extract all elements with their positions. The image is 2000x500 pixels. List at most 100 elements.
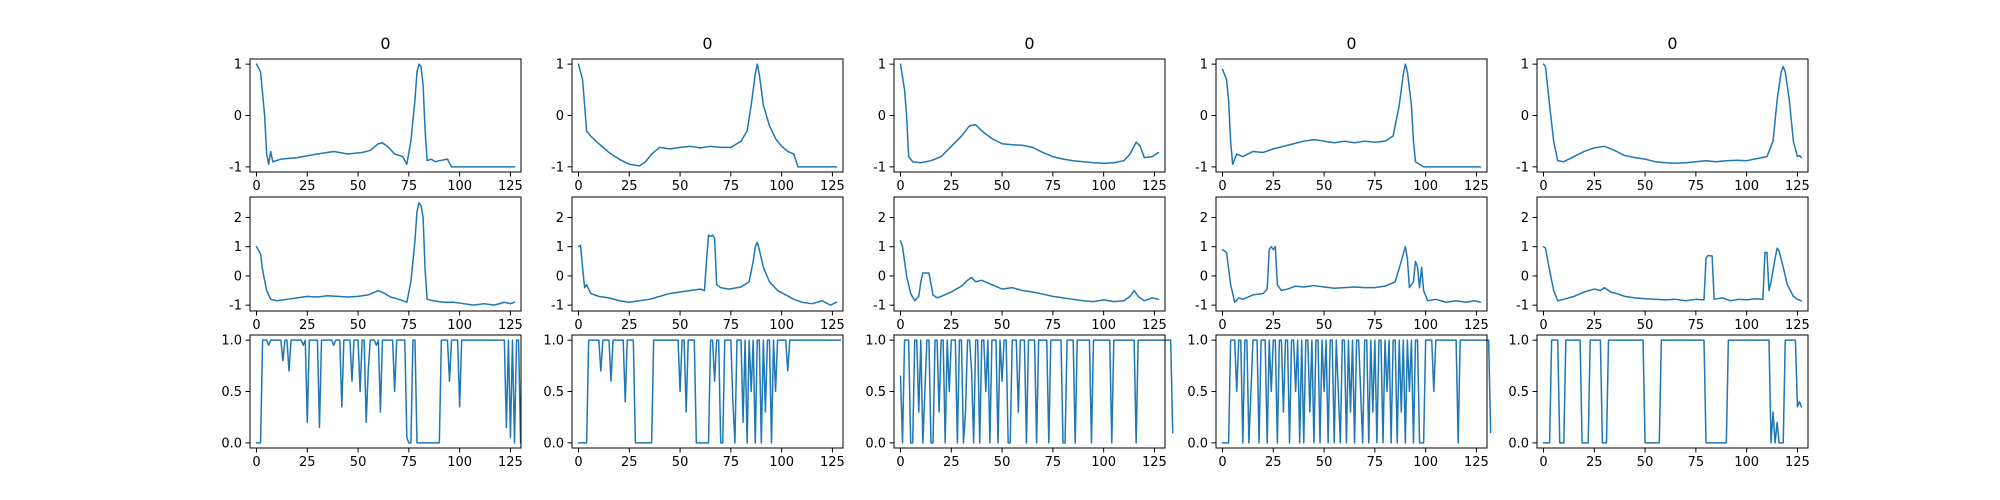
y-tick-label: 0 bbox=[1200, 269, 1208, 284]
x-tick-label: 0 bbox=[896, 179, 904, 194]
subplot-r2-c5: 0 25 50 75 100 125 -1 0 1 2 bbox=[1516, 196, 1810, 333]
x-tick-label: 25 bbox=[1586, 179, 1603, 194]
subplot-title: 0 bbox=[1024, 34, 1034, 53]
y-tick-label: 0.5 bbox=[1187, 385, 1208, 400]
x-tick-label: 0 bbox=[1218, 179, 1226, 194]
x-tick-label: 0 bbox=[1539, 455, 1547, 470]
x-tick-label: 50 bbox=[1637, 318, 1654, 333]
y-tick-label: -1 bbox=[229, 299, 242, 314]
y-tick-label: 1 bbox=[878, 240, 886, 255]
y-tick-label: -1 bbox=[873, 160, 886, 175]
x-tick-label: 75 bbox=[723, 455, 740, 470]
x-tick-label: 75 bbox=[1045, 455, 1062, 470]
x-tick-label: 25 bbox=[1586, 455, 1603, 470]
x-tick-label: 125 bbox=[1785, 179, 1810, 194]
subplot-r3-c3: 0 25 50 75 100 125 0.0 0.5 1.0 bbox=[865, 334, 1174, 470]
series-line bbox=[1542, 245, 1803, 302]
x-tick-label: 100 bbox=[447, 318, 472, 333]
axes-frame bbox=[893, 58, 1166, 173]
y-tick-label: 1.0 bbox=[1508, 334, 1529, 349]
x-tick-label: 125 bbox=[1785, 318, 1810, 333]
y-tick-label: -1 bbox=[229, 160, 242, 175]
x-tick-label: 0 bbox=[896, 318, 904, 333]
axes-frame bbox=[249, 58, 522, 173]
y-tick-label: 0 bbox=[1200, 109, 1208, 124]
x-tick-label: 0 bbox=[252, 179, 260, 194]
x-tick-label: 75 bbox=[1688, 455, 1705, 470]
x-tick-label: 50 bbox=[350, 179, 367, 194]
series-line bbox=[1221, 339, 1492, 444]
x-tick-label: 25 bbox=[621, 455, 638, 470]
subplot-title: 0 bbox=[1346, 34, 1356, 53]
x-tick-label: 0 bbox=[1218, 455, 1226, 470]
subplot-r2-c1: 0 25 50 75 100 125 -1 0 1 2 bbox=[229, 196, 523, 333]
x-tick-label: 25 bbox=[943, 455, 960, 470]
y-tick-label: 2 bbox=[878, 211, 886, 226]
y-tick-label: 0 bbox=[556, 269, 564, 284]
x-tick-label: 75 bbox=[1367, 318, 1384, 333]
y-tick-label: 0.0 bbox=[543, 436, 564, 451]
axes-frame bbox=[1536, 334, 1809, 449]
x-tick-label: 25 bbox=[299, 455, 316, 470]
x-tick-label: 100 bbox=[1091, 318, 1116, 333]
series-line bbox=[255, 202, 516, 306]
x-tick-label: 125 bbox=[1142, 318, 1167, 333]
x-tick-label: 100 bbox=[769, 318, 794, 333]
axes-frame bbox=[1536, 196, 1809, 312]
series-line bbox=[255, 63, 516, 168]
y-tick-label: 1 bbox=[1521, 58, 1529, 73]
x-tick-label: 50 bbox=[1637, 455, 1654, 470]
subplot-title: 0 bbox=[380, 34, 390, 53]
subplot-title: 0 bbox=[1667, 34, 1677, 53]
x-tick-label: 50 bbox=[1637, 179, 1654, 194]
subplot-r2-c2: 0 25 50 75 100 125 -1 0 1 2 bbox=[551, 196, 845, 333]
series-line bbox=[899, 339, 1174, 444]
x-tick-label: 75 bbox=[1367, 455, 1384, 470]
x-tick-label: 50 bbox=[672, 455, 689, 470]
x-tick-label: 100 bbox=[447, 179, 472, 194]
y-tick-label: -1 bbox=[1516, 160, 1529, 175]
x-tick-label: 25 bbox=[943, 318, 960, 333]
y-tick-label: 0 bbox=[556, 109, 564, 124]
x-tick-label: 75 bbox=[401, 455, 418, 470]
subplot-r3-c5: 0 25 50 75 100 125 0.0 0.5 1.0 bbox=[1508, 334, 1810, 470]
y-tick-label: 0 bbox=[234, 269, 242, 284]
y-tick-label: -1 bbox=[1516, 299, 1529, 314]
x-tick-label: 125 bbox=[1142, 179, 1167, 194]
y-tick-label: 1 bbox=[234, 58, 242, 73]
y-tick-label: -1 bbox=[551, 299, 564, 314]
y-tick-label: -1 bbox=[1195, 160, 1208, 175]
series-line bbox=[577, 234, 838, 306]
x-tick-label: 75 bbox=[723, 318, 740, 333]
axes-frame bbox=[571, 196, 844, 312]
x-tick-label: 0 bbox=[574, 318, 582, 333]
x-tick-label: 75 bbox=[1045, 318, 1062, 333]
x-tick-label: 0 bbox=[574, 179, 582, 194]
y-tick-label: 0.0 bbox=[865, 436, 886, 451]
x-tick-label: 50 bbox=[672, 318, 689, 333]
x-tick-label: 50 bbox=[994, 455, 1011, 470]
x-tick-label: 0 bbox=[1539, 179, 1547, 194]
x-tick-label: 25 bbox=[621, 179, 638, 194]
series-line bbox=[1221, 63, 1482, 168]
y-tick-label: 0.0 bbox=[1187, 436, 1208, 451]
x-tick-label: 125 bbox=[498, 318, 523, 333]
axes-frame bbox=[1215, 58, 1488, 173]
x-tick-label: 0 bbox=[1218, 318, 1226, 333]
subplot-r2-c4: 0 25 50 75 100 125 -1 0 1 2 bbox=[1195, 196, 1489, 333]
x-tick-label: 125 bbox=[1464, 455, 1489, 470]
x-tick-label: 100 bbox=[1413, 179, 1438, 194]
axes-frame bbox=[249, 196, 522, 312]
y-tick-label: 0 bbox=[878, 269, 886, 284]
x-tick-label: 25 bbox=[943, 179, 960, 194]
subplot-title: 0 bbox=[702, 34, 712, 53]
y-tick-label: 0 bbox=[878, 109, 886, 124]
series-line bbox=[1542, 63, 1803, 165]
axes-frame bbox=[1215, 196, 1488, 312]
x-tick-label: 100 bbox=[1734, 179, 1759, 194]
series-line bbox=[1221, 245, 1482, 303]
series-line bbox=[255, 339, 522, 444]
y-tick-label: 1 bbox=[1200, 58, 1208, 73]
x-tick-label: 50 bbox=[672, 179, 689, 194]
